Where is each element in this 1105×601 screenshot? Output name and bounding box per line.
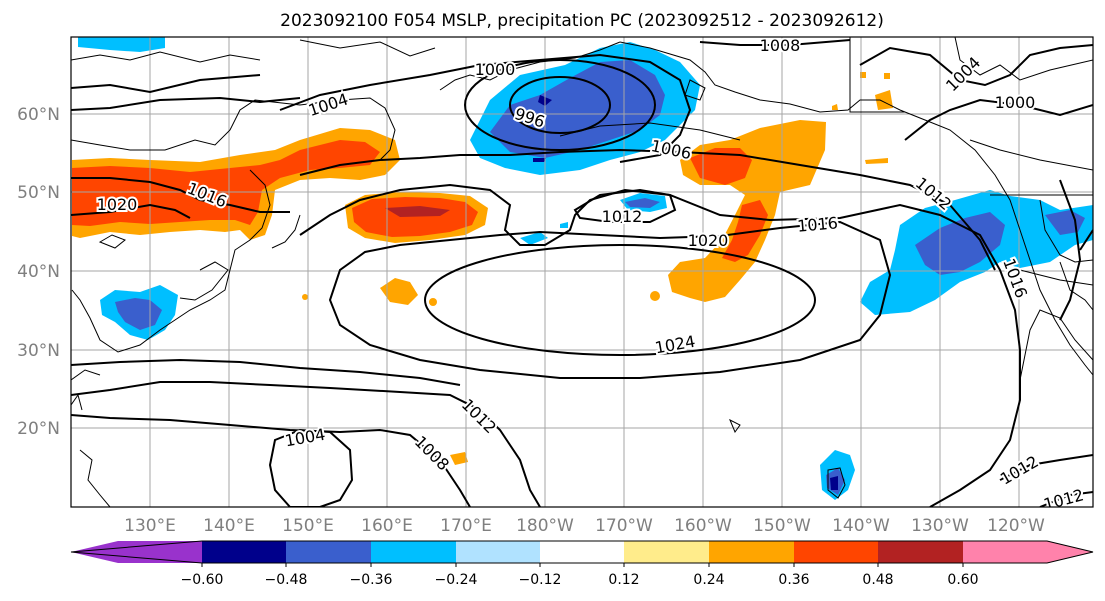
colorbar-tick-label: 0.36: [778, 572, 809, 588]
lon-label: 170°E: [440, 516, 492, 536]
precip-negative-shading: [78, 37, 1093, 500]
isobar-label: 1008: [760, 36, 801, 55]
colorbar-tick-label: −0.60: [181, 572, 224, 588]
longitude-labels: 130°E 140°E 150°E 160°E 170°E 180°W 170°…: [124, 516, 1045, 536]
lon-label: 140°W: [832, 516, 890, 536]
latitude-labels: 60°N 50°N 40°N 30°N 20°N: [17, 105, 60, 439]
isobar-label: 1000: [995, 93, 1036, 112]
isobar-label: 1020: [97, 195, 138, 214]
lon-label: 120°W: [987, 516, 1045, 536]
colorbar-swatch: [371, 541, 456, 563]
coastlines: [71, 37, 1093, 507]
isobar-label: 1012: [602, 207, 643, 226]
isobar-label: 1016: [796, 213, 838, 235]
lon-label: 160°W: [674, 516, 732, 536]
colorbar-swatch: [286, 541, 371, 563]
lat-label: 60°N: [17, 105, 60, 125]
figure-title: 2023092100 F054 MSLP, precipitation PC (…: [280, 11, 884, 31]
colorbar-swatch: [71, 541, 202, 563]
colorbar-tick-labels: −0.60 −0.48 −0.36 −0.24 −0.12 0.12 0.24 …: [181, 572, 979, 588]
lon-label: 160°E: [361, 516, 413, 536]
lon-label: 150°E: [282, 516, 334, 536]
lat-label: 30°N: [17, 341, 60, 361]
lat-label: 40°N: [17, 262, 60, 282]
colorbar-swatch: [202, 541, 286, 563]
isobar-label: 1000: [475, 60, 516, 79]
lon-label: 170°W: [595, 516, 653, 536]
colorbar-tick-label: −0.36: [350, 572, 393, 588]
map-frame: [70, 36, 1094, 508]
colorbar-tick-label: −0.12: [519, 572, 562, 588]
colorbar-tick-label: 0.24: [693, 572, 724, 588]
lon-label: 180°W: [516, 516, 574, 536]
colorbar-swatch: [709, 541, 794, 563]
lat-label: 20°N: [17, 419, 60, 439]
isobars: [71, 39, 1093, 507]
colorbar: [70, 540, 1094, 567]
colorbar-swatch: [540, 541, 624, 563]
colorbar-swatch: [624, 541, 709, 563]
colorbar-swatch: [794, 541, 878, 563]
map-area: 1008 1000 996 1004 1000 1004 1006 1016 1…: [71, 36, 1093, 507]
colorbar-swatch: [456, 541, 540, 563]
lat-label: 50°N: [17, 183, 60, 203]
precip-positive-shading: [72, 72, 893, 465]
graticule: [71, 37, 1093, 507]
colorbar-swatch: [963, 541, 1093, 563]
colorbar-tick-label: 0.12: [608, 572, 639, 588]
colorbar-tick-label: −0.48: [265, 572, 308, 588]
colorbar-tick-label: 0.48: [862, 572, 893, 588]
colorbar-swatch: [878, 541, 963, 563]
colorbar-tick-label: −0.24: [435, 572, 478, 588]
lon-label: 130°W: [911, 516, 969, 536]
lon-label: 150°W: [753, 516, 811, 536]
colorbar-tick-label: 0.60: [947, 572, 978, 588]
lon-label: 130°E: [124, 516, 176, 536]
isobar-label: 1020: [688, 231, 729, 250]
lon-label: 140°E: [203, 516, 255, 536]
